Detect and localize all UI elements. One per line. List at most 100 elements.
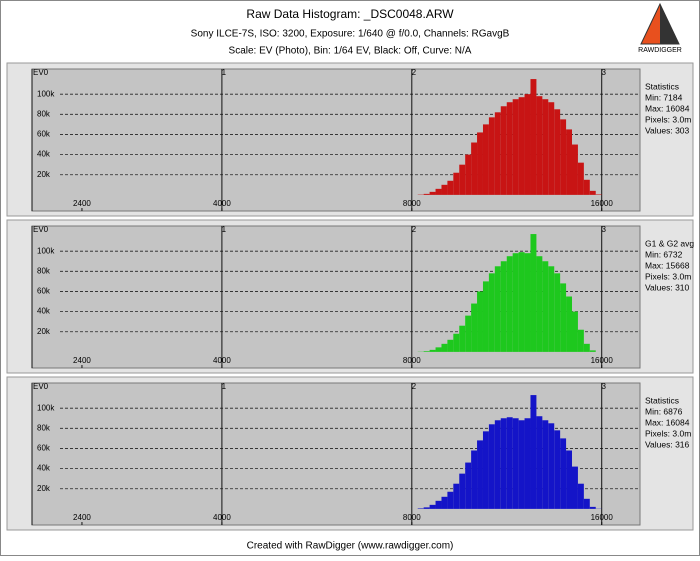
bar [436,501,442,509]
bar [572,467,578,509]
bar [513,253,519,352]
statistics-text: Pixels: 3.0m [645,428,691,438]
statistics-text: G1 & G2 avg [645,238,694,248]
bar [501,261,507,352]
bar [530,79,536,195]
bar [447,340,453,352]
statistics-text: Max: 16084 [645,417,690,427]
x2-tick-label: EV0 [33,225,49,234]
logo-text: RAWDIGGER [638,47,682,54]
bar [430,350,436,352]
y-tick-label: 20k [37,170,51,179]
statistics-text: Pixels: 3.0m [645,114,691,124]
bar [459,165,465,195]
bar [566,450,572,508]
bar [542,261,548,352]
bar [436,347,442,352]
y-tick-label: 60k [37,130,51,139]
y-tick-label: 100k [37,403,55,412]
y-tick-label: 20k [37,484,51,493]
y-tick-label: 20k [37,327,51,336]
bar [578,484,584,509]
bar [566,296,572,351]
bar [536,256,542,352]
x2-tick-label: 3 [601,68,606,77]
bar [477,132,483,194]
bar [554,273,560,352]
bar [525,94,531,195]
bar [424,194,430,195]
statistics-text: Min: 6876 [645,406,683,416]
x2-tick-label: 1 [222,225,227,234]
bar [459,326,465,352]
bar [501,418,507,509]
y-tick-label: 40k [37,464,51,473]
x-tick-label: 8000 [403,199,421,208]
bar [513,99,519,195]
bar [459,474,465,509]
y-tick-label: 80k [37,109,51,118]
footer: Created with RawDigger (www.rawdigger.co… [247,541,454,552]
x-tick-label: 16000 [591,356,614,365]
bar [525,418,531,509]
bar [441,344,447,352]
subtitle: Sony ILCE-7S, ISO: 3200, Exposure: 1/640… [191,29,510,40]
bar [465,463,471,509]
bar [519,420,525,509]
statistics-text: Statistics [645,81,679,91]
bar [584,499,590,509]
bar [483,124,489,194]
bar [447,492,453,509]
bar [471,304,477,352]
bar [483,431,489,509]
y-tick-label: 60k [37,444,51,453]
x2-tick-label: EV0 [33,68,49,77]
bar [495,112,501,195]
x2-tick-label: 1 [222,68,227,77]
bar [560,283,566,351]
bar [519,97,525,195]
x-tick-label: 4000 [213,513,231,522]
bar [489,273,495,352]
x-tick-label: 2400 [73,199,91,208]
y-tick-label: 80k [37,423,51,432]
bar [507,256,513,352]
bar [530,395,536,509]
bar [548,423,554,509]
bar [584,344,590,352]
bar [554,109,560,195]
x-tick-label: 8000 [403,513,421,522]
bar [471,450,477,508]
bar [447,181,453,195]
statistics-text: Statistics [645,395,679,405]
bar [477,291,483,351]
statistics-text: Max: 15668 [645,260,690,270]
statistics-text: Max: 16084 [645,103,690,113]
bar [489,117,495,195]
y-tick-label: 40k [37,150,51,159]
bar [554,430,560,509]
x2-tick-label: 2 [412,382,417,391]
bar [513,418,519,509]
bar [453,173,459,195]
bar [590,507,596,509]
title: Raw Data Histogram: _DSC0048.ARW [246,7,454,21]
statistics-text: Pixels: 3.0m [645,271,691,281]
y-tick-label: 100k [37,246,55,255]
bar [560,438,566,508]
x-tick-label: 16000 [591,199,614,208]
bar [471,143,477,195]
bar [542,420,548,509]
bar [495,266,501,352]
bar [453,484,459,509]
x2-tick-label: 2 [412,68,417,77]
y-tick-label: 60k [37,287,51,296]
bar [489,424,495,509]
bar [418,508,424,509]
statistics-text: Values: 316 [645,439,690,449]
bar [441,497,447,509]
